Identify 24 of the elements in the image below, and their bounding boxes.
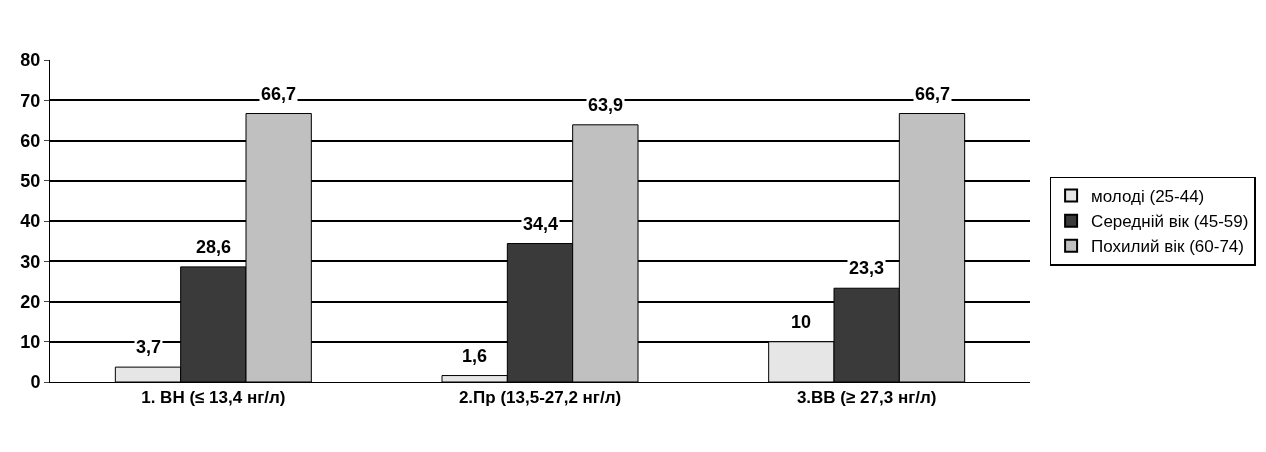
y-tick-label: 70 bbox=[20, 90, 41, 111]
y-tick-label: 40 bbox=[20, 211, 41, 232]
data-label: 34,4 bbox=[523, 214, 559, 234]
y-tick-label: 10 bbox=[20, 332, 41, 353]
y-tick-label: 60 bbox=[20, 130, 41, 151]
data-label: 66,7 bbox=[915, 84, 951, 104]
data-label: 23,3 bbox=[849, 258, 885, 278]
legend-label: Середній вік (45-59) bbox=[1091, 212, 1249, 232]
data-label: 3,7 bbox=[136, 337, 162, 357]
legend-label: молоді (25-44) bbox=[1091, 187, 1205, 207]
y-tick-label: 30 bbox=[20, 251, 41, 272]
x-tick-label: 3.ВВ (≥ 27,3 нг/л) bbox=[796, 388, 937, 408]
data-label: 10 bbox=[791, 312, 812, 332]
y-tick-label: 50 bbox=[20, 171, 41, 192]
data-label: 28,6 bbox=[196, 237, 232, 257]
y-tick-label: 80 bbox=[20, 50, 41, 71]
data-label: 1,6 bbox=[462, 346, 488, 366]
data-label: 66,7 bbox=[261, 84, 297, 104]
x-tick-label: 2.Пр (13,5-27,2 нг/л) bbox=[458, 388, 622, 408]
y-tick-label: 20 bbox=[20, 291, 41, 312]
legend-label: Похилий вік (60-74) bbox=[1091, 237, 1244, 257]
x-tick-label: 1. ВН (≤ 13,4 нг/л) bbox=[141, 388, 286, 408]
data-label: 63,9 bbox=[588, 95, 624, 115]
y-tick-label: 0 bbox=[30, 372, 41, 393]
